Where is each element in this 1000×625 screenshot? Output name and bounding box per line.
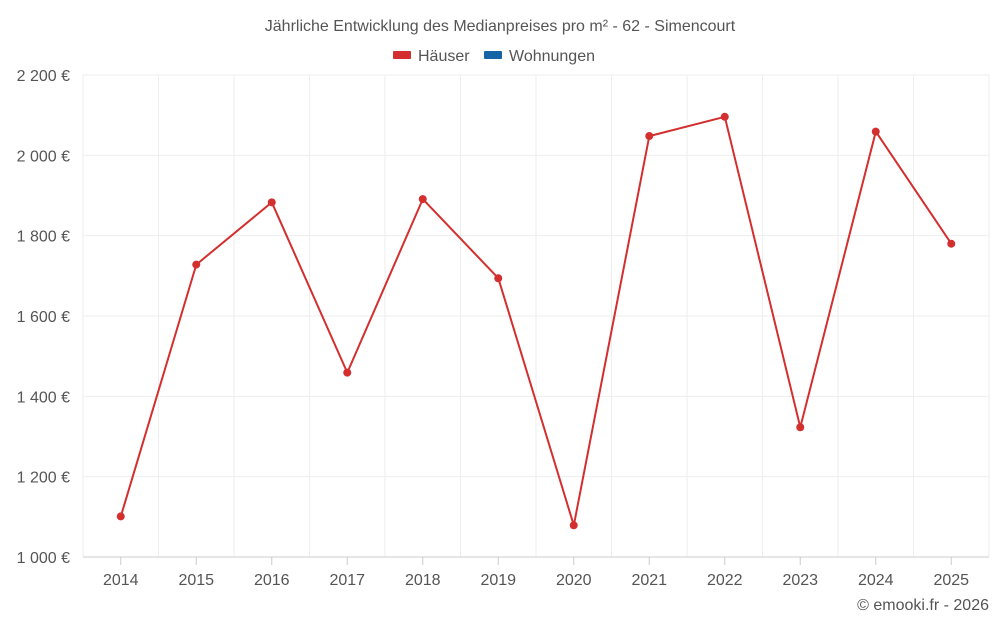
series bbox=[116, 112, 956, 530]
data-point[interactable] bbox=[192, 260, 201, 269]
data-point[interactable] bbox=[418, 195, 427, 204]
credit-text: © emooki.fr - 2026 bbox=[857, 597, 989, 614]
axes: 1 000 € 1 200 € 1 400 € 1 600 € 1 800 € 2 000… bbox=[17, 68, 989, 589]
legend-swatch-haeuser bbox=[393, 51, 411, 59]
x-tick-label: 2022 bbox=[707, 572, 743, 589]
x-tick-label: 2025 bbox=[933, 572, 969, 589]
y-tick-label: 2 000 € bbox=[17, 148, 70, 165]
series-line bbox=[119, 115, 953, 527]
chart-title: Jährliche Entwicklung des Medianpreises … bbox=[265, 18, 736, 35]
x-tick-label: 2019 bbox=[480, 572, 516, 589]
y-tick-label: 1 600 € bbox=[17, 309, 70, 326]
x-tick-label: 2016 bbox=[254, 572, 290, 589]
x-tick-label: 2023 bbox=[782, 572, 818, 589]
x-tick-label: 2017 bbox=[329, 572, 365, 589]
x-tick-label: 2021 bbox=[631, 572, 667, 589]
data-point[interactable] bbox=[947, 239, 956, 248]
data-point[interactable] bbox=[116, 512, 125, 521]
legend: Häuser Wohnungen bbox=[393, 48, 595, 65]
data-point[interactable] bbox=[494, 274, 503, 283]
legend-swatch-wohnungen bbox=[484, 51, 502, 59]
x-tick-label: 2024 bbox=[858, 572, 894, 589]
data-point[interactable] bbox=[871, 127, 880, 136]
data-point[interactable] bbox=[267, 198, 276, 207]
x-tick-label: 2015 bbox=[178, 572, 214, 589]
y-tick-label: 1 200 € bbox=[17, 470, 70, 487]
y-tick-label: 1 400 € bbox=[17, 389, 70, 406]
legend-item-wohnungen[interactable]: Wohnungen bbox=[484, 48, 595, 65]
legend-label-wohnungen: Wohnungen bbox=[509, 48, 595, 65]
data-point[interactable] bbox=[796, 423, 805, 432]
x-tick-label: 2020 bbox=[556, 572, 592, 589]
data-point[interactable] bbox=[343, 368, 352, 377]
y-tick-label: 1 000 € bbox=[17, 550, 70, 567]
data-point[interactable] bbox=[720, 112, 729, 121]
y-tick-label: 2 200 € bbox=[17, 68, 70, 85]
grid bbox=[82, 74, 990, 557]
x-tick-label: 2014 bbox=[103, 572, 139, 589]
data-point[interactable] bbox=[569, 521, 578, 530]
legend-label-haeuser: Häuser bbox=[418, 48, 470, 65]
x-tick-label: 2018 bbox=[405, 572, 441, 589]
legend-item-haeuser[interactable]: Häuser bbox=[393, 48, 470, 65]
data-point[interactable] bbox=[645, 132, 654, 141]
y-tick-label: 1 800 € bbox=[17, 229, 70, 246]
